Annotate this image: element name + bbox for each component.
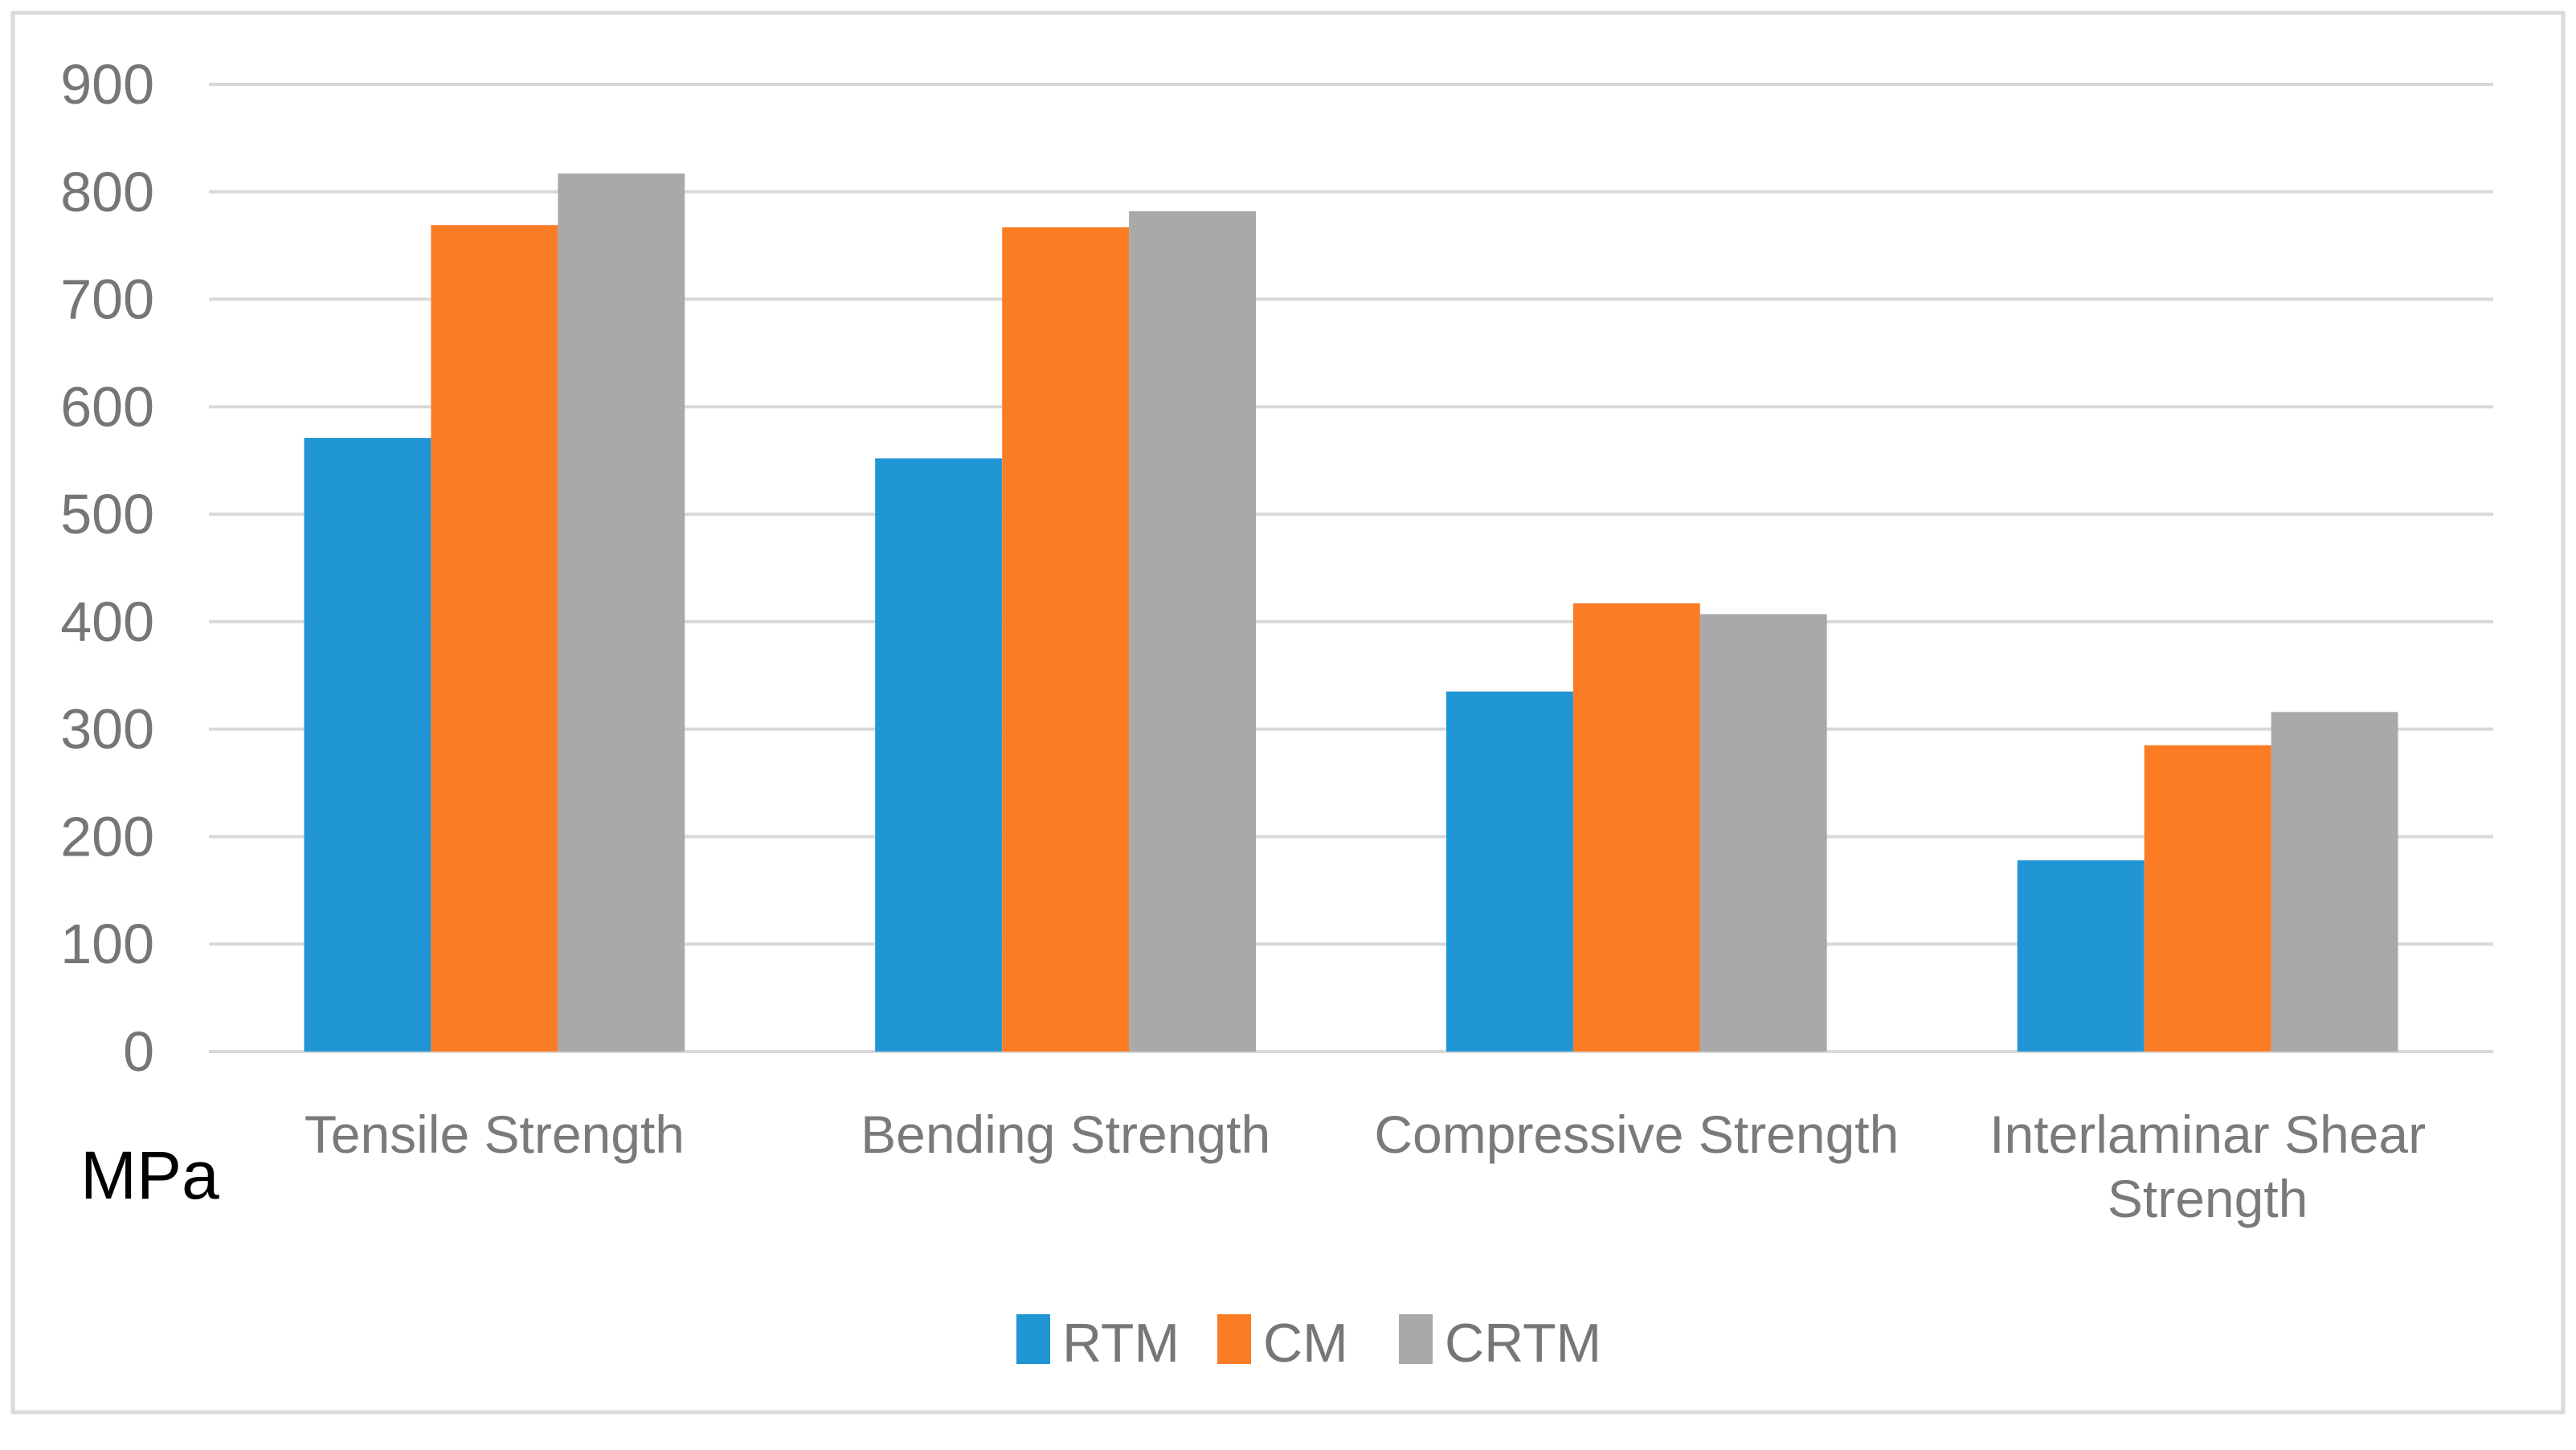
category-label-interlaminar-shear-strength: Interlaminar Shear Strength: [1989, 1105, 2426, 1228]
y-tick-label: 200: [60, 805, 154, 868]
y-tick-label: 500: [60, 483, 154, 545]
y-tick-label: 400: [60, 590, 154, 653]
category-label-compressive-strength: Compressive Strength: [1374, 1105, 1899, 1164]
bar-crtm-compressive-strength: [1699, 614, 1827, 1052]
legend-swatch-cm-icon: [1217, 1314, 1251, 1364]
legend-item-cm: CM: [1217, 1313, 1348, 1374]
bar-cm-interlaminar-shear-strength: [2144, 745, 2271, 1052]
y-axis-tick-labels: 0 100 200 300 400 500 600 700 800 900: [60, 53, 154, 1083]
y-tick-label: 700: [60, 268, 154, 331]
y-tick-label: 0: [123, 1020, 154, 1083]
y-tick-label: 900: [60, 53, 154, 116]
bar-crtm-bending-strength: [1129, 210, 1256, 1052]
bar-cm-bending-strength: [1002, 227, 1130, 1052]
category-label-bending-strength: Bending Strength: [861, 1105, 1270, 1164]
legend-item-rtm: RTM: [1016, 1313, 1180, 1374]
x-axis-category-labels: Tensile Strength Bending Strength Compress…: [305, 1105, 2426, 1228]
bar-rtm-interlaminar-shear-strength: [2017, 860, 2145, 1052]
y-tick-label: 300: [60, 698, 154, 761]
chart-border: [10, 10, 2566, 1415]
legend-label-cm: CM: [1263, 1313, 1348, 1374]
bar-rtm-bending-strength: [875, 458, 1003, 1052]
y-axis-unit-label: MPa: [80, 1138, 219, 1213]
bars-group: [304, 174, 2398, 1052]
y-tick-label: 800: [60, 161, 154, 223]
bar-cm-compressive-strength: [1572, 603, 1700, 1052]
legend-swatch-rtm-icon: [1016, 1314, 1050, 1364]
y-tick-label: 600: [60, 375, 154, 438]
legend: RTM CM CRTM: [1016, 1313, 1601, 1374]
legend-label-crtm: CRTM: [1445, 1313, 1601, 1374]
bar-rtm-compressive-strength: [1446, 691, 1573, 1052]
bar-crtm-interlaminar-shear-strength: [2271, 712, 2398, 1052]
y-tick-label: 100: [60, 913, 154, 975]
bar-rtm-tensile-strength: [304, 438, 431, 1052]
legend-item-crtm: CRTM: [1399, 1313, 1601, 1374]
bar-crtm-tensile-strength: [558, 174, 685, 1052]
bar-cm-tensile-strength: [431, 225, 558, 1052]
legend-swatch-crtm-icon: [1399, 1314, 1433, 1364]
category-label-tensile-strength: Tensile Strength: [305, 1105, 685, 1164]
legend-label-rtm: RTM: [1062, 1313, 1180, 1374]
